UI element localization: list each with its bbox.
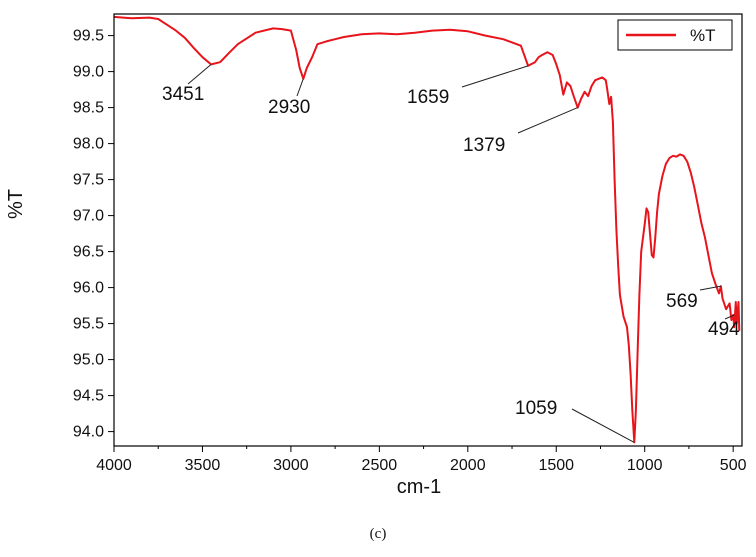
x-tick-label: 1500 <box>538 457 574 474</box>
x-tick-label: 500 <box>720 457 747 474</box>
legend-entry-label: %T <box>690 26 716 45</box>
y-tick-label: 99.0 <box>73 64 104 81</box>
figure-caption: (c) <box>369 526 387 542</box>
y-tick-label: 94.0 <box>73 424 104 441</box>
y-tick-label: 98.0 <box>73 136 104 153</box>
series-line-transmittance <box>113 15 741 444</box>
ftir-chart: 3451 2930 1659 1379 1059 569 494 4000 3500 3000 2… <box>5 13 747 498</box>
axis-ticks: 4000 3500 3000 2500 2000 1500 1000 500 94.0 94.5 9… <box>73 28 747 474</box>
x-tick-label: 3000 <box>273 457 309 474</box>
x-tick-label: 2500 <box>362 457 398 474</box>
series-layer <box>113 15 741 444</box>
x-tick-label: 2000 <box>450 457 486 474</box>
y-tick-label: 99.5 <box>73 28 104 45</box>
annotation-leader-line <box>724 314 735 320</box>
peak-annotation-label: 3451 <box>162 84 204 105</box>
y-tick-label: 97.5 <box>73 172 104 189</box>
legend: %T <box>617 19 733 51</box>
x-tick-label: 1000 <box>627 457 663 474</box>
peak-annotation-label: 2930 <box>268 97 310 118</box>
annotation-layer: 3451 2930 1659 1379 1059 569 494 <box>162 64 740 443</box>
y-tick-label: 97.0 <box>73 208 104 225</box>
y-axis-label: %T <box>5 189 27 219</box>
annotation-leader-line <box>699 285 722 291</box>
peak-annotation-label: 569 <box>666 291 698 312</box>
peak-annotation-label: 1059 <box>515 398 557 419</box>
x-tick-label: 4000 <box>96 457 132 474</box>
x-axis-label: cm-1 <box>397 476 441 498</box>
peak-annotation-label: 494 <box>708 319 740 340</box>
y-tick-label: 95.5 <box>73 316 104 333</box>
y-tick-label: 94.5 <box>73 388 104 405</box>
y-tick-label: 96.5 <box>73 244 104 261</box>
annotation-leader-line <box>296 78 304 97</box>
annotation-leader-line <box>517 107 578 134</box>
y-tick-label: 96.0 <box>73 280 104 297</box>
annotation-leader-line <box>571 408 635 443</box>
peak-annotation-label: 1659 <box>407 87 449 108</box>
peak-annotation-label: 1379 <box>463 135 505 156</box>
y-tick-label: 95.0 <box>73 352 104 369</box>
y-tick-label: 98.5 <box>73 100 104 117</box>
annotation-leader-line <box>187 64 212 85</box>
x-tick-label: 3500 <box>185 457 221 474</box>
plot-frame <box>113 13 743 447</box>
annotation-leader-line <box>461 65 529 88</box>
